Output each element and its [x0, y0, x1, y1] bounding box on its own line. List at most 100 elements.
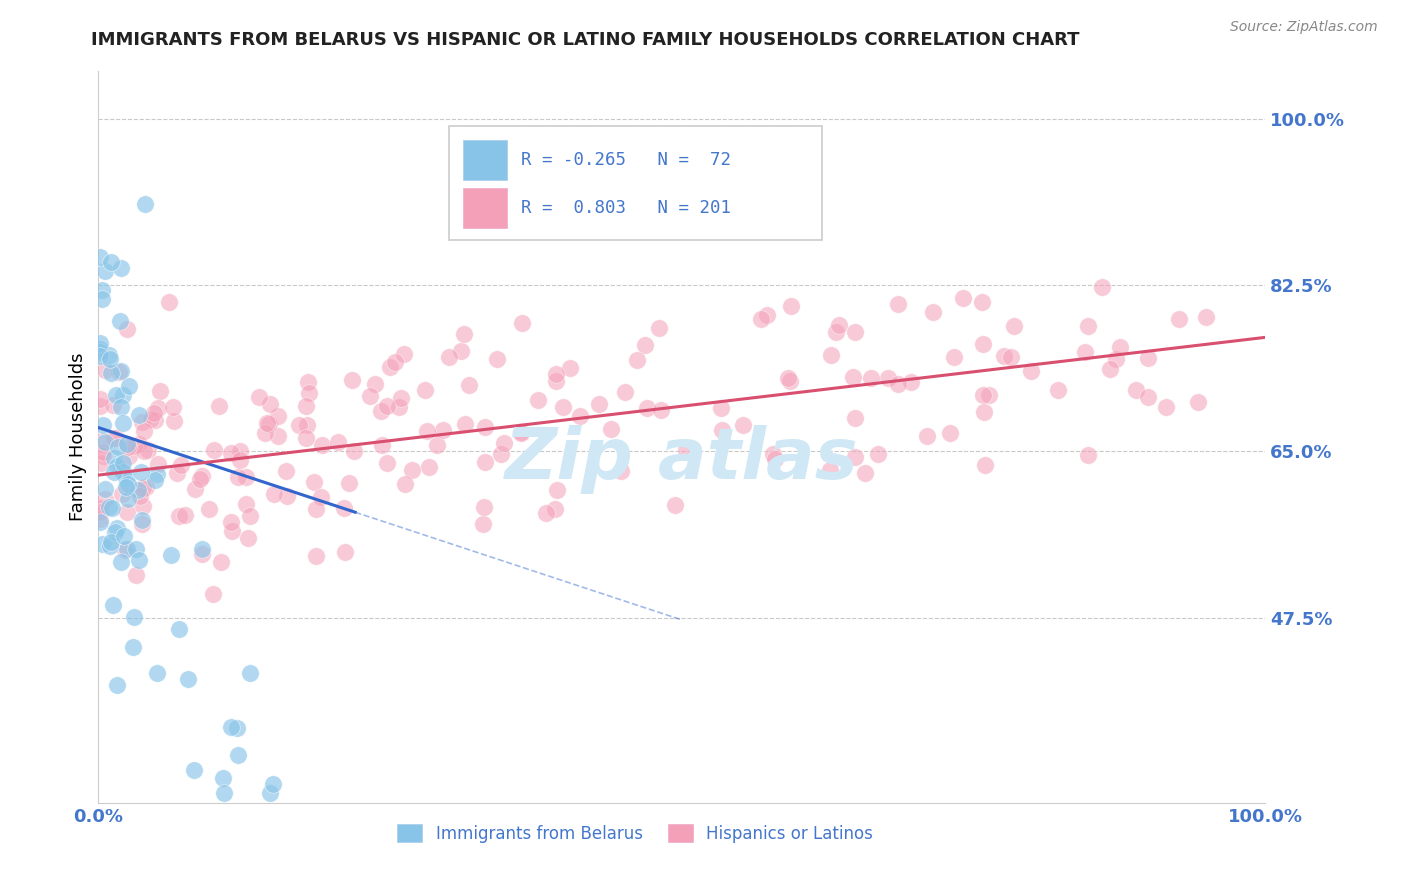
- Point: [229, 452, 252, 467]
- Point: [143, 473, 166, 487]
- FancyBboxPatch shape: [449, 126, 823, 240]
- Point: [485, 351, 508, 366]
- Point: [1136, 351, 1159, 366]
- Point: [384, 355, 406, 369]
- Point: [1074, 345, 1097, 359]
- Point: [163, 414, 186, 428]
- Point: [111, 388, 134, 402]
- Point: [973, 405, 995, 419]
- Point: [159, 295, 181, 310]
- Point: [413, 383, 436, 397]
- Point: [103, 450, 125, 465]
- Text: Source: ZipAtlas.com: Source: ZipAtlas.com: [1230, 20, 1378, 34]
- Point: [228, 443, 250, 458]
- Point: [974, 458, 997, 473]
- Point: [510, 425, 533, 439]
- Point: [1047, 384, 1070, 398]
- Point: [98, 348, 121, 362]
- Point: [664, 498, 686, 512]
- Point: [107, 440, 129, 454]
- Point: [141, 412, 163, 426]
- Point: [127, 483, 149, 497]
- Point: [91, 293, 114, 307]
- Point: [510, 316, 533, 330]
- Point: [145, 413, 167, 427]
- Point: [437, 350, 460, 364]
- Point: [432, 423, 454, 437]
- Text: Zip atlas: Zip atlas: [505, 425, 859, 493]
- Point: [359, 389, 381, 403]
- Point: [100, 534, 122, 549]
- Point: [89, 342, 111, 356]
- Point: [599, 422, 621, 436]
- Point: [558, 361, 581, 376]
- Point: [824, 325, 846, 339]
- Point: [247, 390, 270, 404]
- Point: [262, 777, 284, 791]
- Point: [915, 428, 938, 442]
- Point: [828, 318, 851, 332]
- Point: [377, 456, 399, 470]
- Point: [105, 459, 128, 474]
- Point: [94, 264, 117, 278]
- Point: [103, 398, 125, 412]
- Point: [257, 417, 280, 431]
- Point: [305, 549, 328, 563]
- Point: [868, 447, 890, 461]
- Point: [311, 490, 333, 504]
- Point: [510, 425, 533, 440]
- Point: [93, 449, 115, 463]
- Point: [1187, 395, 1209, 409]
- Point: [939, 425, 962, 440]
- Point: [132, 481, 155, 495]
- Point: [236, 531, 259, 545]
- Point: [426, 438, 449, 452]
- Point: [209, 555, 232, 569]
- Point: [100, 500, 122, 515]
- Point: [235, 470, 257, 484]
- Point: [112, 529, 135, 543]
- Point: [489, 447, 512, 461]
- Point: [112, 416, 135, 430]
- Point: [101, 598, 124, 612]
- Point: [166, 466, 188, 480]
- Point: [105, 388, 128, 402]
- Point: [343, 444, 366, 458]
- Point: [389, 392, 412, 406]
- Point: [297, 375, 319, 389]
- Point: [311, 437, 333, 451]
- Point: [134, 197, 156, 211]
- Point: [132, 499, 155, 513]
- Point: [190, 469, 212, 483]
- Point: [131, 465, 153, 479]
- Point: [134, 444, 156, 458]
- Point: [125, 567, 148, 582]
- Point: [117, 492, 139, 507]
- Point: [235, 497, 257, 511]
- Point: [762, 447, 785, 461]
- Point: [1104, 352, 1126, 367]
- Point: [1000, 351, 1022, 365]
- Point: [1168, 311, 1191, 326]
- Point: [494, 436, 516, 450]
- Y-axis label: Family Households: Family Households: [69, 353, 87, 521]
- Point: [162, 400, 184, 414]
- Point: [546, 483, 568, 497]
- Point: [401, 463, 423, 477]
- Point: [544, 374, 567, 388]
- Point: [93, 363, 115, 377]
- Point: [855, 467, 877, 481]
- Point: [117, 477, 139, 491]
- Point: [1125, 384, 1147, 398]
- Point: [259, 786, 281, 800]
- Point: [979, 388, 1001, 402]
- Point: [731, 418, 754, 433]
- Point: [364, 376, 387, 391]
- Point: [634, 338, 657, 352]
- Point: [136, 443, 159, 458]
- Point: [780, 299, 803, 313]
- Point: [776, 371, 799, 385]
- Point: [177, 672, 200, 686]
- Point: [208, 400, 231, 414]
- Point: [190, 542, 212, 557]
